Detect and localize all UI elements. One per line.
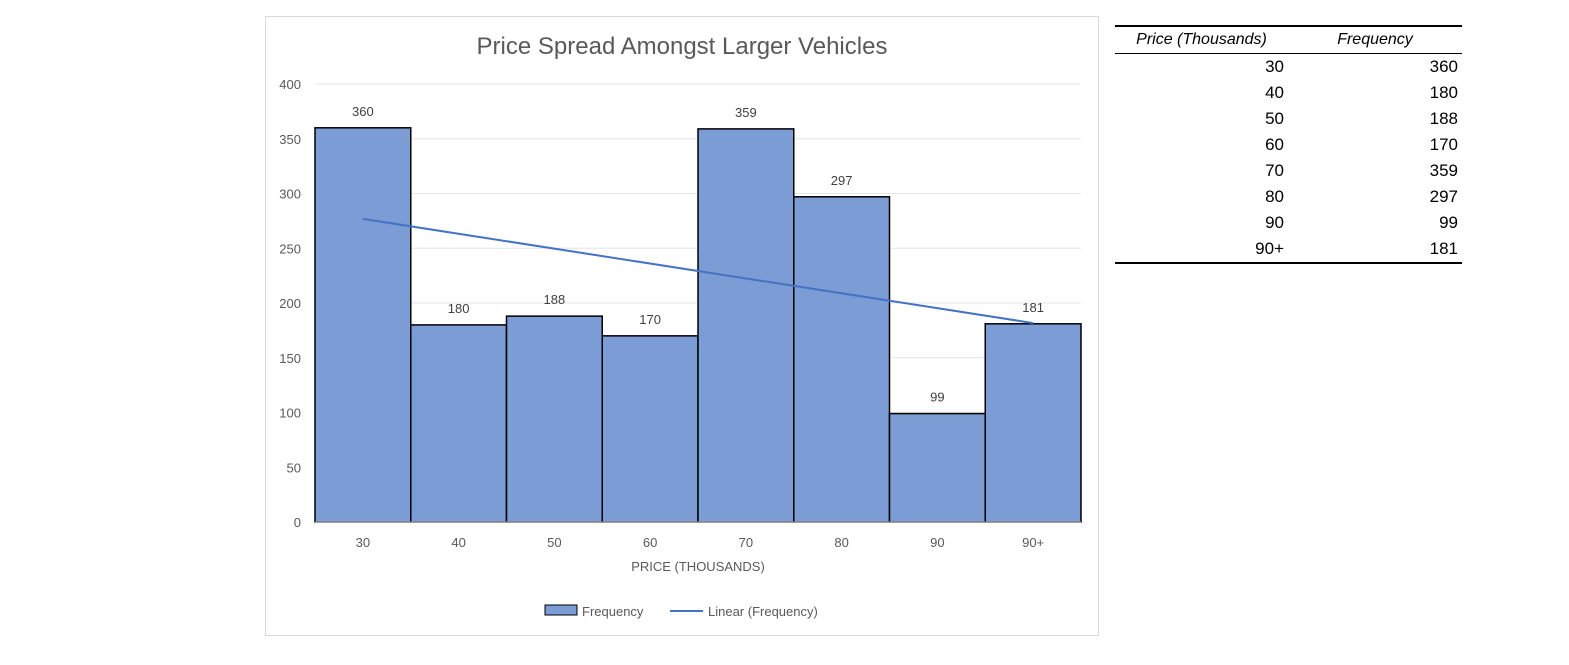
table-row: 90 99 xyxy=(1115,210,1462,236)
table-cell-frequency: 170 xyxy=(1429,135,1458,154)
table-row: 80 297 xyxy=(1115,184,1462,210)
data-label: 170 xyxy=(639,312,661,327)
table-row: 30 360 xyxy=(1115,54,1462,81)
legend-swatch-frequency xyxy=(544,604,578,616)
data-label: 99 xyxy=(930,390,944,405)
x-tick-label: 30 xyxy=(356,535,370,550)
chart-title: Price Spread Amongst Larger Vehicles xyxy=(477,33,888,60)
y-tick-label: 350 xyxy=(279,132,301,147)
table-cell-price: 30 xyxy=(1265,57,1284,76)
y-tick-label: 100 xyxy=(279,406,301,421)
table-cell-price: 80 xyxy=(1265,187,1284,206)
table-row: 70 359 xyxy=(1115,158,1462,184)
bar xyxy=(697,128,795,523)
y-tick-label: 400 xyxy=(279,77,301,92)
y-tick-label: 250 xyxy=(279,241,301,256)
x-tick-label: 90+ xyxy=(1022,535,1044,550)
table-cell-frequency: 99 xyxy=(1439,213,1458,232)
table-cell-frequency: 297 xyxy=(1429,187,1458,206)
y-tick-label: 150 xyxy=(279,351,301,366)
table-row: 50 188 xyxy=(1115,106,1462,132)
table-cell-frequency: 180 xyxy=(1429,83,1458,102)
table-cell-frequency: 181 xyxy=(1429,239,1458,258)
data-label: 297 xyxy=(831,173,853,188)
x-tick-label: 40 xyxy=(451,535,465,550)
legend-label-trendline: Linear (Frequency) xyxy=(708,604,818,619)
table-row: 90+ 181 xyxy=(1115,236,1462,263)
x-tick-label: 60 xyxy=(643,535,657,550)
x-tick-label: 90 xyxy=(930,535,944,550)
table-cell-price: 70 xyxy=(1265,161,1284,180)
table-header-frequency: Frequency xyxy=(1337,31,1413,48)
y-tick-label: 300 xyxy=(279,187,301,202)
table-cell-frequency: 188 xyxy=(1429,109,1458,128)
y-tick-label: 200 xyxy=(279,296,301,311)
table-cell-price: 60 xyxy=(1265,135,1284,154)
bar xyxy=(601,335,699,523)
y-tick-label: 0 xyxy=(294,515,301,530)
bar xyxy=(314,127,412,523)
x-tick-label: 70 xyxy=(739,535,753,550)
y-tick-label: 50 xyxy=(287,460,301,475)
bar xyxy=(505,315,603,523)
bar xyxy=(888,412,986,523)
x-axis-title: PRICE (THOUSANDS) xyxy=(631,559,765,574)
x-tick-label: 80 xyxy=(834,535,848,550)
table-cell-price: 40 xyxy=(1265,83,1284,102)
x-tick-label: 50 xyxy=(547,535,561,550)
bar xyxy=(793,196,891,523)
table-cell-price: 90 xyxy=(1265,213,1284,232)
table-cell-price: 90+ xyxy=(1255,239,1284,258)
table-cell-frequency: 360 xyxy=(1429,57,1458,76)
table-header-price: Price (Thousands) xyxy=(1136,31,1267,48)
data-label: 181 xyxy=(1022,300,1044,315)
table-row: 40 180 xyxy=(1115,80,1462,106)
data-label: 359 xyxy=(735,105,757,120)
table-cell-price: 50 xyxy=(1265,109,1284,128)
bar xyxy=(410,324,508,523)
data-label: 180 xyxy=(448,301,470,316)
legend-label-frequency: Frequency xyxy=(582,604,644,619)
table-cell-frequency: 359 xyxy=(1429,161,1458,180)
table-row: 60 170 xyxy=(1115,132,1462,158)
table-header-row: Price (Thousands) Frequency xyxy=(1115,26,1462,54)
frequency-table: Price (Thousands) Frequency 30 360 40 18… xyxy=(1115,25,1462,264)
trendline xyxy=(362,217,1034,325)
bar xyxy=(984,323,1082,523)
data-label: 360 xyxy=(352,104,374,119)
data-label: 188 xyxy=(544,292,566,307)
